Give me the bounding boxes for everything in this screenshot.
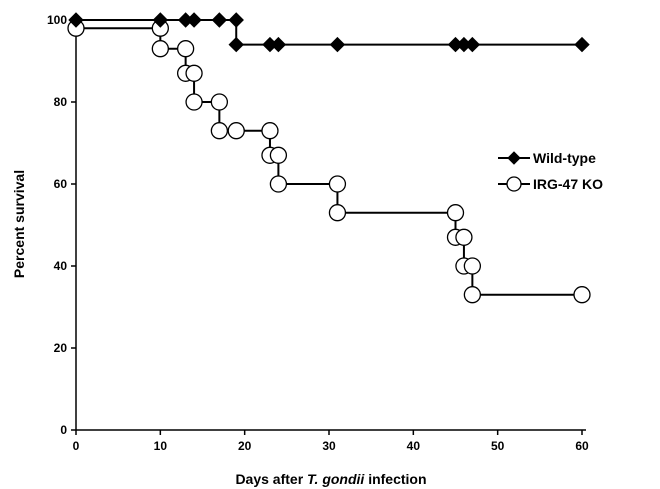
- x-axis-title-part: Days after: [235, 471, 307, 487]
- x-tick-label: 60: [575, 439, 589, 453]
- y-tick-label: 0: [60, 423, 67, 437]
- data-point: [210, 93, 229, 111]
- data-point: [270, 36, 287, 53]
- data-point: [261, 122, 279, 140]
- legend-item-wild-type: Wild-type: [498, 150, 596, 166]
- data-point: [328, 204, 347, 222]
- y-tick-label: 100: [47, 13, 67, 27]
- data-point: [574, 36, 590, 53]
- data-point: [211, 12, 228, 28]
- data-point: [446, 204, 465, 222]
- series-layer: [67, 12, 591, 304]
- axes: 0 20 40 60 80 100 0 10 20 30 40 50 60: [47, 13, 589, 453]
- y-tick-label: 20: [54, 341, 68, 355]
- data-point: [463, 286, 482, 304]
- legend-item-irg47-ko: IRG-47 KO: [498, 176, 603, 192]
- data-point: [152, 12, 169, 28]
- data-point: [463, 257, 482, 275]
- legend: Wild-type IRG-47 KO: [498, 150, 603, 192]
- data-point: [185, 93, 203, 111]
- x-tick-label: 40: [407, 439, 421, 453]
- data-point: [464, 36, 481, 53]
- data-point: [228, 36, 244, 53]
- y-tick-label: 40: [54, 259, 68, 273]
- data-point: [186, 12, 202, 28]
- legend-label: Wild-type: [533, 150, 596, 166]
- data-point: [269, 175, 288, 193]
- series-irg47-ko: [67, 19, 591, 304]
- x-tick-label: 20: [238, 439, 252, 453]
- legend-label: IRG-47 KO: [533, 176, 603, 192]
- data-point: [185, 64, 203, 82]
- x-axis-title: Days after T. gondii infection: [235, 471, 426, 487]
- data-point: [455, 228, 473, 246]
- data-point: [151, 40, 169, 58]
- legend-marker: [506, 176, 522, 192]
- x-tick-label: 10: [154, 439, 168, 453]
- series-line: [76, 19, 582, 46]
- y-tick-label: 60: [54, 177, 68, 191]
- x-tick-label: 0: [73, 439, 80, 453]
- x-tick-label: 30: [322, 439, 336, 453]
- x-axis-title-part: infection: [364, 471, 426, 487]
- series-line: [76, 27, 582, 296]
- data-point: [176, 40, 195, 58]
- x-tick-label: 50: [491, 439, 505, 453]
- data-point: [210, 122, 229, 140]
- data-point: [329, 36, 346, 53]
- data-point: [228, 12, 244, 28]
- data-point: [328, 175, 347, 193]
- y-tick-label: 80: [54, 95, 68, 109]
- y-axis-title: Percent survival: [11, 170, 27, 278]
- data-point: [573, 286, 591, 304]
- x-axis-title-part: T. gondii: [307, 471, 365, 487]
- series-wild-type: [68, 12, 590, 53]
- legend-marker: [507, 151, 521, 165]
- data-point: [68, 12, 84, 28]
- data-point: [227, 122, 245, 140]
- data-point: [269, 146, 288, 164]
